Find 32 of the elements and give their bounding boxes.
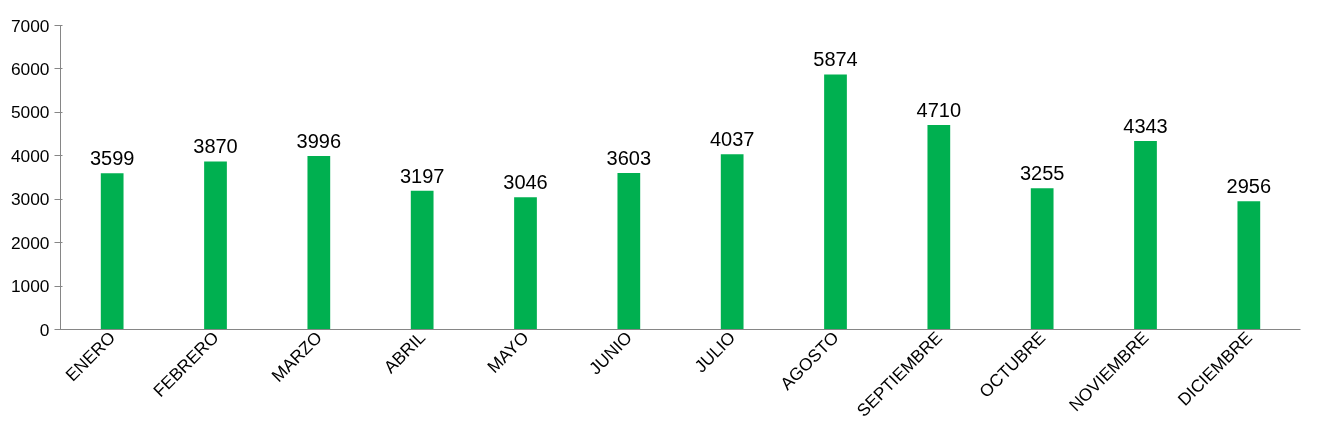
bar bbox=[1134, 140, 1157, 330]
y-tick-label: 6000 bbox=[10, 58, 50, 79]
data-label: 4343 bbox=[1123, 114, 1168, 137]
y-tick-label: 0 bbox=[39, 319, 50, 340]
data-label: 3870 bbox=[193, 135, 238, 158]
bar bbox=[720, 154, 744, 330]
data-label: 3996 bbox=[296, 129, 342, 152]
bar bbox=[410, 190, 434, 330]
y-tick-label: 1000 bbox=[10, 276, 50, 297]
bar bbox=[514, 197, 537, 330]
data-label: 4037 bbox=[709, 128, 755, 151]
y-tick-label: 2000 bbox=[10, 232, 50, 253]
data-label: 3603 bbox=[606, 147, 652, 170]
bar bbox=[617, 173, 641, 330]
bar bbox=[824, 74, 847, 330]
data-label: 3255 bbox=[1019, 162, 1065, 185]
y-tick-label: 7000 bbox=[10, 15, 50, 36]
data-label: 3046 bbox=[503, 171, 548, 194]
bar bbox=[307, 155, 331, 330]
bar bbox=[1030, 188, 1054, 330]
y-tick-label: 5000 bbox=[10, 102, 50, 123]
y-tick-label: 4000 bbox=[10, 145, 50, 166]
data-label: 5874 bbox=[813, 48, 858, 71]
data-label: 3197 bbox=[399, 164, 445, 187]
data-label: 4710 bbox=[916, 98, 962, 121]
bar bbox=[100, 173, 124, 330]
y-tick-label: 3000 bbox=[10, 189, 50, 210]
data-label: 2956 bbox=[1226, 175, 1272, 198]
bar bbox=[204, 161, 227, 330]
bar bbox=[1237, 201, 1261, 330]
bar bbox=[927, 124, 951, 330]
data-label: 3599 bbox=[89, 147, 135, 170]
